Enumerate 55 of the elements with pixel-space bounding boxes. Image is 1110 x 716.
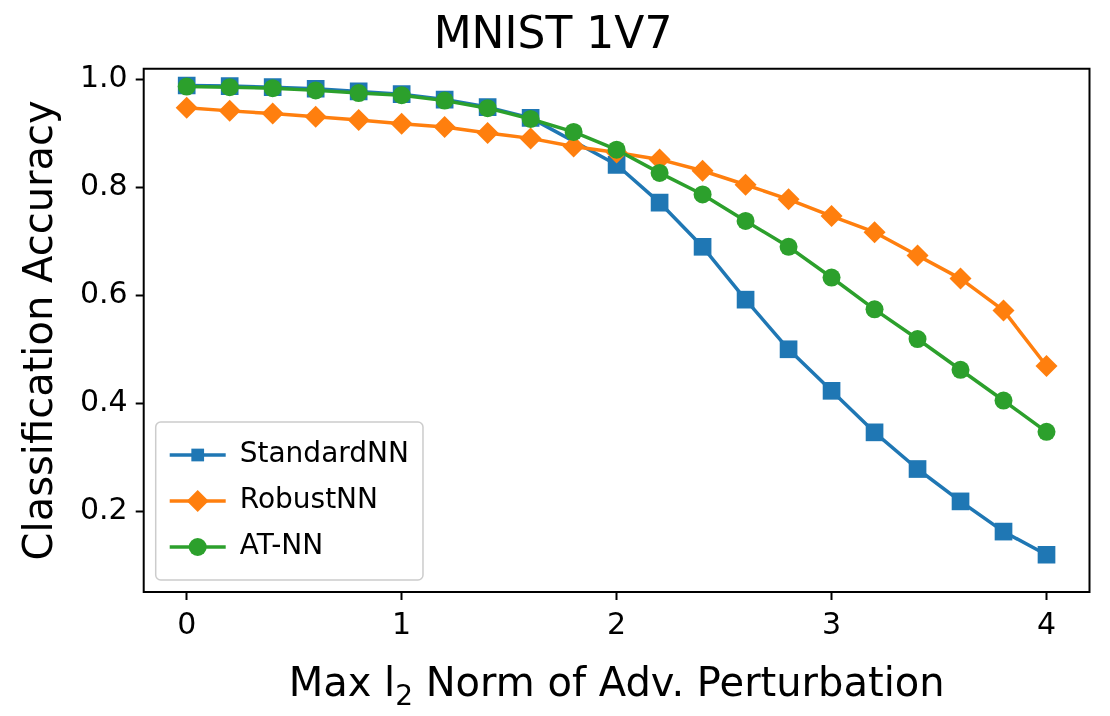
point [736,290,755,309]
point [218,99,241,122]
point [261,102,284,125]
point [820,205,843,228]
point [865,300,884,319]
point [607,140,626,159]
point [863,221,886,244]
point [433,116,456,139]
point [519,127,542,150]
point [992,299,1015,322]
y-tick-label: 0.2 [79,490,128,526]
point [951,492,970,511]
y-axis-title: Classification Accuracy [15,100,62,561]
legend-label: AT-NN [239,528,324,562]
point [994,522,1013,541]
point [1037,422,1056,441]
point [476,121,499,144]
point [736,211,755,230]
x-tick-label: 2 [607,605,627,641]
x-tick-label: 0 [177,605,197,641]
point [777,188,800,211]
legend-label: StandardNN [239,436,409,470]
point [822,381,841,400]
point [693,185,712,204]
point [906,244,929,267]
point [650,193,669,212]
point [691,159,714,182]
point [1035,355,1058,377]
point [779,237,798,256]
point [865,423,884,442]
point [175,96,198,119]
point [949,267,972,290]
point [1037,545,1056,564]
y-tick-label: 1.0 [79,59,128,95]
point [822,268,841,287]
point [734,173,757,196]
point [564,122,583,141]
point [951,360,970,379]
point [908,330,927,349]
point [347,109,370,132]
x-tick-label: 1 [392,605,412,641]
x-tick-label: 4 [1036,605,1057,641]
y-tick-label: 0.4 [79,383,128,419]
point [650,163,669,182]
point [779,340,798,359]
point [304,105,327,128]
legend-label: RobustNN [239,482,379,516]
x-tick-label: 3 [822,605,842,641]
point [908,460,927,478]
y-tick-label: 0.6 [79,275,128,311]
point [390,112,413,135]
point [693,237,712,256]
y-tick-label: 0.8 [79,167,128,203]
point [994,391,1013,410]
chart-title: MNIST 1V7 [433,6,673,58]
